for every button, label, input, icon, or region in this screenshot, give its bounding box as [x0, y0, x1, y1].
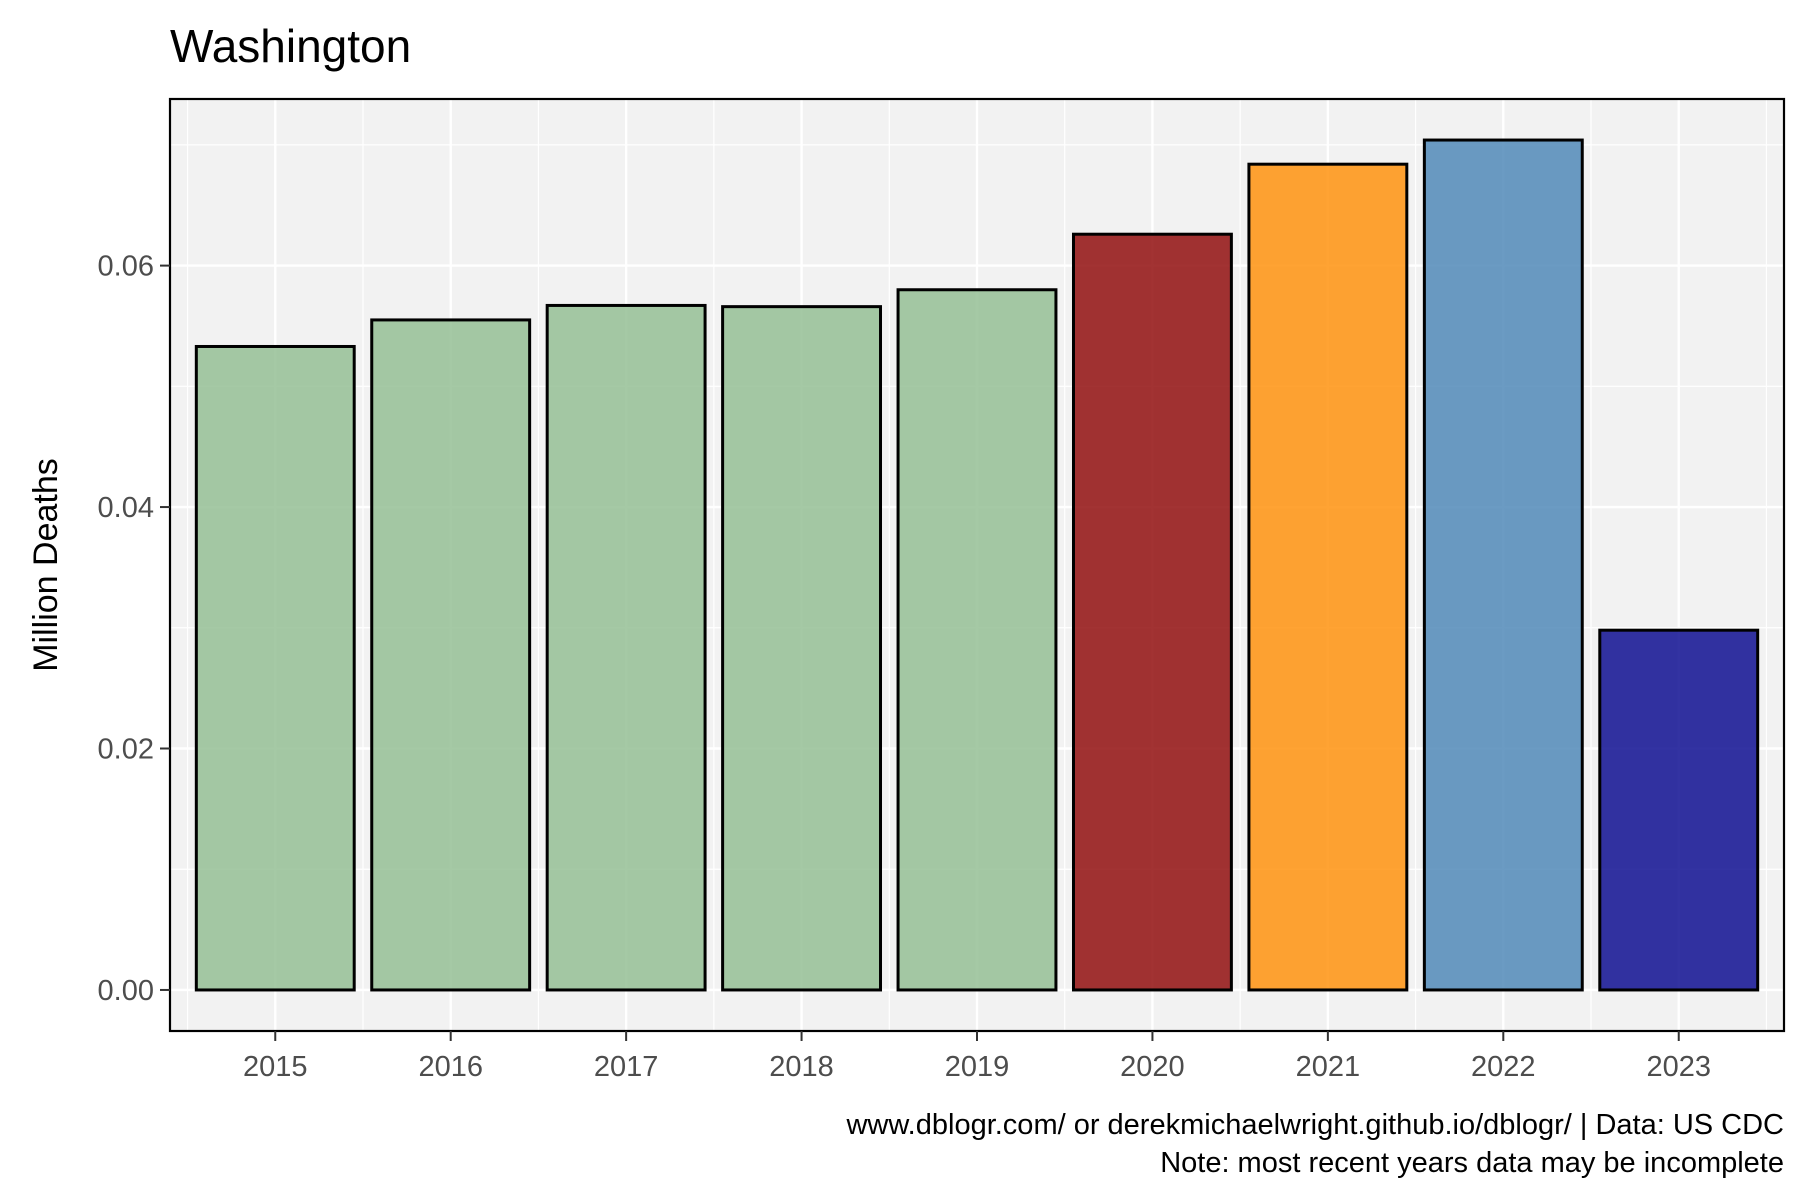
x-tick-label: 2020	[1120, 1051, 1185, 1083]
bar-2015	[194, 344, 356, 992]
bar-2016	[370, 318, 532, 992]
x-tick-label: 2017	[594, 1051, 659, 1083]
y-axis: 0.00 0.02 0.04 0.06	[98, 251, 170, 1007]
bar-2018	[721, 305, 883, 992]
bar-2023	[1598, 628, 1760, 992]
chart-title: Washington	[170, 20, 411, 72]
bar-2022	[1422, 138, 1584, 992]
x-tick-label: 2022	[1471, 1051, 1536, 1083]
y-tick-label: 0.04	[98, 492, 154, 524]
bar-2020	[1071, 232, 1233, 992]
x-tick-label: 2018	[769, 1051, 834, 1083]
bar-2017	[545, 303, 707, 992]
x-tick-label: 2023	[1646, 1051, 1711, 1083]
x-tick-label: 2015	[243, 1051, 308, 1083]
x-tick-label: 2019	[945, 1051, 1010, 1083]
x-tick-label: 2016	[418, 1051, 483, 1083]
x-tick-label: 2021	[1296, 1051, 1361, 1083]
y-tick-label: 0.02	[98, 734, 154, 766]
y-tick-label: 0.00	[98, 975, 154, 1007]
bar-2021	[1247, 162, 1409, 992]
bars	[194, 138, 1760, 992]
y-tick-label: 0.06	[98, 251, 154, 283]
caption-source: www.dblogr.com/ or derekmichaelwright.gi…	[845, 1109, 1784, 1141]
y-axis-label: Million Deaths	[27, 458, 65, 672]
x-axis: 2015 2016 2017 2018 2019 2020 2021 2022 2023	[243, 1031, 1711, 1083]
caption-note: Note: most recent years data may be inco…	[1160, 1147, 1784, 1179]
bar-2019	[896, 288, 1058, 992]
